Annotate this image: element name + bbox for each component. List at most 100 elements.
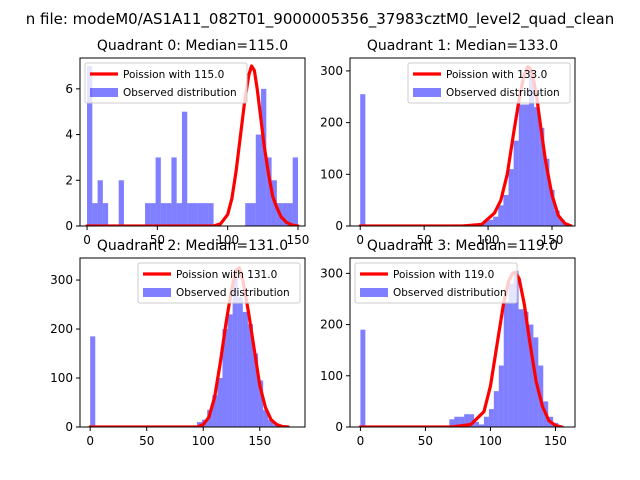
observed-bar [449,419,455,427]
observed-bar [292,157,298,226]
observed-bar [197,203,204,226]
y-tick-label: 0 [335,420,343,434]
observed-bar [242,311,248,427]
observed-bar [145,203,151,226]
legend-observed-label: Observed distribution [176,287,290,299]
observed-bar [266,157,272,226]
observed-bar [171,157,177,226]
y-tick-label: 200 [50,322,73,336]
observed-bar [263,409,269,427]
observed-bar [222,329,228,427]
legend-poisson-label: Poission with 131.0 [176,269,277,281]
observed-bar [469,414,475,427]
y-tick-label: 0 [65,219,73,233]
x-tick-label: 0 [83,233,91,247]
observed-bar [493,216,499,226]
quadrant-1-chart: 0 50 100 150 0 100 200 300 Quadrant 1: Median=13… [320,38,576,247]
observed-bar [488,219,494,226]
quadrant-2-plot-area [88,266,290,427]
x-tick-label: 50 [139,434,154,448]
observed-bar [255,134,262,226]
quadrant-0-plot-area [85,64,300,226]
observed-bar [87,66,93,226]
observed-bar [459,416,465,427]
y-tick-label: 0 [335,219,343,233]
quadrant-2-legend: Poission with 131.0 Observed distribution [137,262,301,304]
observed-bar [464,414,470,427]
observed-bar [232,275,238,427]
observed-bar [155,157,161,226]
legend-poisson-label: Poission with 119.0 [393,269,494,281]
quadrant-1-frame [349,57,576,227]
y-tick-label: 300 [50,273,73,287]
observed-bar [482,220,489,226]
observed-bar [90,336,96,427]
observed-bar [187,203,193,226]
observed-bar [488,409,494,427]
x-tick-label: 100 [192,434,215,448]
observed-bar [258,380,264,427]
observed-bar [92,203,98,226]
observed-bar [498,365,504,427]
quadrant-3-legend: Poission with 119.0 Observed distribution [354,262,518,304]
x-tick-label: 0 [356,233,364,247]
observed-bar [554,210,560,226]
observed-bar [118,180,124,226]
observed-bar [513,140,519,226]
observed-bar [503,301,509,427]
y-tick-label: 2 [65,173,73,187]
x-tick-label: 0 [357,434,365,448]
legend-box [84,62,248,104]
quadrant-3-frame [349,257,576,428]
y-tick-label: 300 [320,64,343,78]
observed-bar [534,107,540,226]
observed-bar [518,104,524,226]
observed-bar [176,203,182,226]
observed-bar [212,395,218,427]
observed-bar [518,309,524,427]
quadrant-3-title: Quadrant 3: Median=119.0 [367,238,558,254]
quadrant-3-chart: 0 50 100 150 0 100 200 300 Quadrant 3: Median=11… [320,238,576,448]
quadrant-2-chart: 0 50 100 150 0 100 200 300 Quadrant 2: Median=13… [50,238,306,448]
observed-bar [192,203,198,226]
observed-bar [544,158,550,226]
legend-box [137,262,301,304]
x-tick-label: 100 [477,233,500,247]
y-tick-label: 6 [65,82,73,96]
observed-bar [559,219,565,226]
observed-bar [503,194,509,226]
observed-bar [474,421,480,427]
y-tick-label: 200 [320,116,343,130]
observed-bar [360,329,366,427]
observed-bar [102,203,109,226]
y-tick-label: 300 [320,266,343,280]
observed-bar [97,180,103,226]
observed-bar [252,353,259,427]
y-tick-label: 200 [320,318,343,332]
observed-bar [160,203,167,226]
observed-bar [268,419,274,427]
observed-bar [150,203,156,226]
observed-bar [549,189,555,226]
y-tick-label: 0 [65,420,73,434]
quadrant-0-chart: 0 50 100 150 0 2 4 6 Quadrant 0: Median=115.0 Poi… [65,38,309,247]
observed-bar [237,297,243,427]
legend-poisson-label: Poission with 115.0 [123,69,224,81]
y-tick-label: 100 [320,369,343,383]
observed-bar [513,270,519,427]
x-tick-label: 50 [417,233,432,247]
observed-bar [261,88,267,226]
observed-bar [539,127,545,226]
observed-bar [245,203,251,226]
y-tick-label: 100 [320,167,343,181]
observed-bar [250,203,256,226]
observed-bar [287,203,293,226]
observed-bar [523,311,529,427]
poisson-curve [85,64,300,226]
observed-bar [479,424,484,427]
x-tick-label: 100 [216,233,239,247]
observed-bar [227,314,233,427]
y-tick-label: 100 [50,371,73,385]
observed-bar [454,416,460,427]
